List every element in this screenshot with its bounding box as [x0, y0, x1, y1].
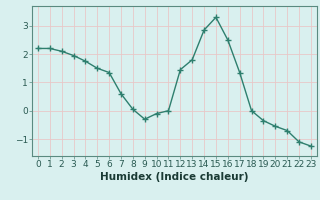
- X-axis label: Humidex (Indice chaleur): Humidex (Indice chaleur): [100, 172, 249, 182]
